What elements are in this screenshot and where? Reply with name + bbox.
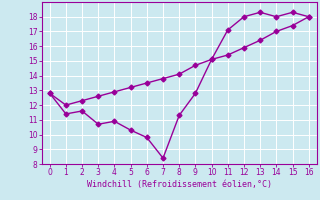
X-axis label: Windchill (Refroidissement éolien,°C): Windchill (Refroidissement éolien,°C): [87, 180, 272, 189]
